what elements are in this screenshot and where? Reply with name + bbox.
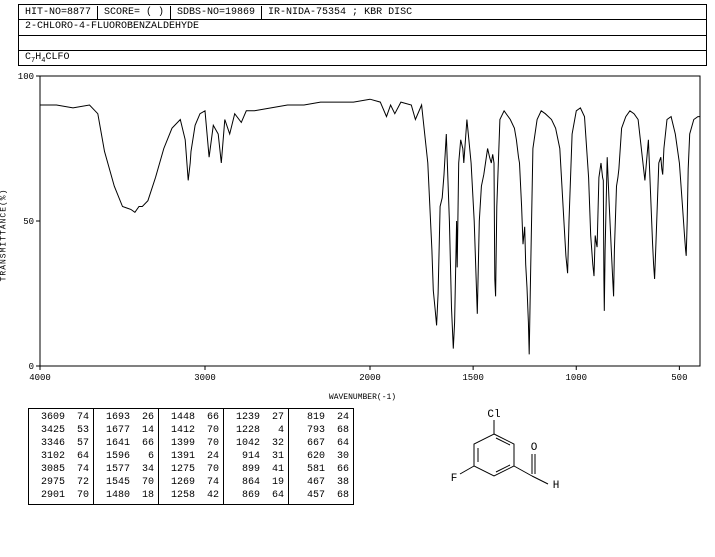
peak-row: 62030 bbox=[293, 450, 349, 463]
peak-column: 1239271228410423291431899418641986964 bbox=[224, 409, 289, 504]
peak-row: 360974 bbox=[33, 411, 89, 424]
peak-row: 45768 bbox=[293, 489, 349, 502]
peak-row: 164166 bbox=[98, 437, 154, 450]
y-axis-label: TRANSMITTANCE(%) bbox=[0, 189, 9, 282]
spectrum-plot: 0 50 100 4000 3000 2000 1500 1000 500 bbox=[18, 70, 706, 390]
bottom-section: 3609743425533346573102643085742975722901… bbox=[28, 408, 707, 505]
svg-text:100: 100 bbox=[18, 72, 34, 82]
peak-row: 308574 bbox=[33, 463, 89, 476]
peak-row: 123927 bbox=[228, 411, 284, 424]
structure-diagram: Cl F O H bbox=[434, 404, 594, 504]
peak-row: 334657 bbox=[33, 437, 89, 450]
svg-text:1000: 1000 bbox=[565, 373, 587, 383]
svg-text:2000: 2000 bbox=[359, 373, 381, 383]
peak-row: 79368 bbox=[293, 424, 349, 437]
atom-f: F bbox=[451, 473, 458, 485]
formula: C7H4CLFO bbox=[18, 50, 707, 66]
peak-row: 141270 bbox=[163, 424, 219, 437]
peak-row: 81924 bbox=[293, 411, 349, 424]
peak-row: 89941 bbox=[228, 463, 284, 476]
header-bar: HIT-NO=8877 SCORE= ( ) SDBS-NO=19869 IR-… bbox=[18, 4, 707, 20]
peak-row: 126974 bbox=[163, 476, 219, 489]
spectrum-id: IR-NIDA-75354 ; KBR DISC bbox=[262, 6, 706, 19]
peak-row: 12284 bbox=[228, 424, 284, 437]
atom-h: H bbox=[553, 480, 560, 492]
hit-no: HIT-NO=8877 bbox=[19, 6, 98, 19]
formula-clfo: CLFO bbox=[45, 52, 69, 63]
peak-row: 310264 bbox=[33, 450, 89, 463]
x-axis-label: WAVENUMBER(-1) bbox=[329, 393, 396, 402]
peak-column: 1448661412701399701391241275701269741258… bbox=[159, 409, 224, 504]
peak-row: 139970 bbox=[163, 437, 219, 450]
svg-text:500: 500 bbox=[671, 373, 687, 383]
peak-row: 297572 bbox=[33, 476, 89, 489]
peak-column: 81924793686676462030581664673845768 bbox=[289, 409, 353, 504]
peak-row: 148018 bbox=[98, 489, 154, 502]
sdbs-no: SDBS-NO=19869 bbox=[171, 6, 262, 19]
peak-table: 3609743425533346573102643085742975722901… bbox=[28, 408, 354, 505]
compound-name: 2-CHLORO-4-FLUOROBENZALDEHYDE bbox=[18, 20, 707, 36]
atom-cl: Cl bbox=[487, 409, 500, 421]
peak-row: 104232 bbox=[228, 437, 284, 450]
svg-text:4000: 4000 bbox=[29, 373, 51, 383]
peak-row: 46738 bbox=[293, 476, 349, 489]
peak-row: 86419 bbox=[228, 476, 284, 489]
peak-row: 86964 bbox=[228, 489, 284, 502]
peak-row: 169326 bbox=[98, 411, 154, 424]
peak-column: 1693261677141641661596615773415457014801… bbox=[94, 409, 159, 504]
gap bbox=[18, 36, 707, 50]
score: SCORE= ( ) bbox=[98, 6, 171, 19]
ir-spectrum-chart: TRANSMITTANCE(%) 05010040003000200015001… bbox=[18, 70, 707, 400]
atom-o: O bbox=[531, 442, 538, 454]
peak-row: 91431 bbox=[228, 450, 284, 463]
peak-row: 139124 bbox=[163, 450, 219, 463]
svg-text:0: 0 bbox=[29, 362, 34, 372]
peak-row: 157734 bbox=[98, 463, 154, 476]
peak-row: 15966 bbox=[98, 450, 154, 463]
peak-row: 58166 bbox=[293, 463, 349, 476]
peak-row: 342553 bbox=[33, 424, 89, 437]
peak-row: 167714 bbox=[98, 424, 154, 437]
peak-row: 66764 bbox=[293, 437, 349, 450]
peak-row: 127570 bbox=[163, 463, 219, 476]
svg-text:50: 50 bbox=[23, 217, 34, 227]
peak-row: 290170 bbox=[33, 489, 89, 502]
peak-row: 154570 bbox=[98, 476, 154, 489]
peak-row: 125842 bbox=[163, 489, 219, 502]
peak-column: 3609743425533346573102643085742975722901… bbox=[29, 409, 94, 504]
svg-text:3000: 3000 bbox=[194, 373, 216, 383]
peak-row: 144866 bbox=[163, 411, 219, 424]
svg-text:1500: 1500 bbox=[462, 373, 484, 383]
